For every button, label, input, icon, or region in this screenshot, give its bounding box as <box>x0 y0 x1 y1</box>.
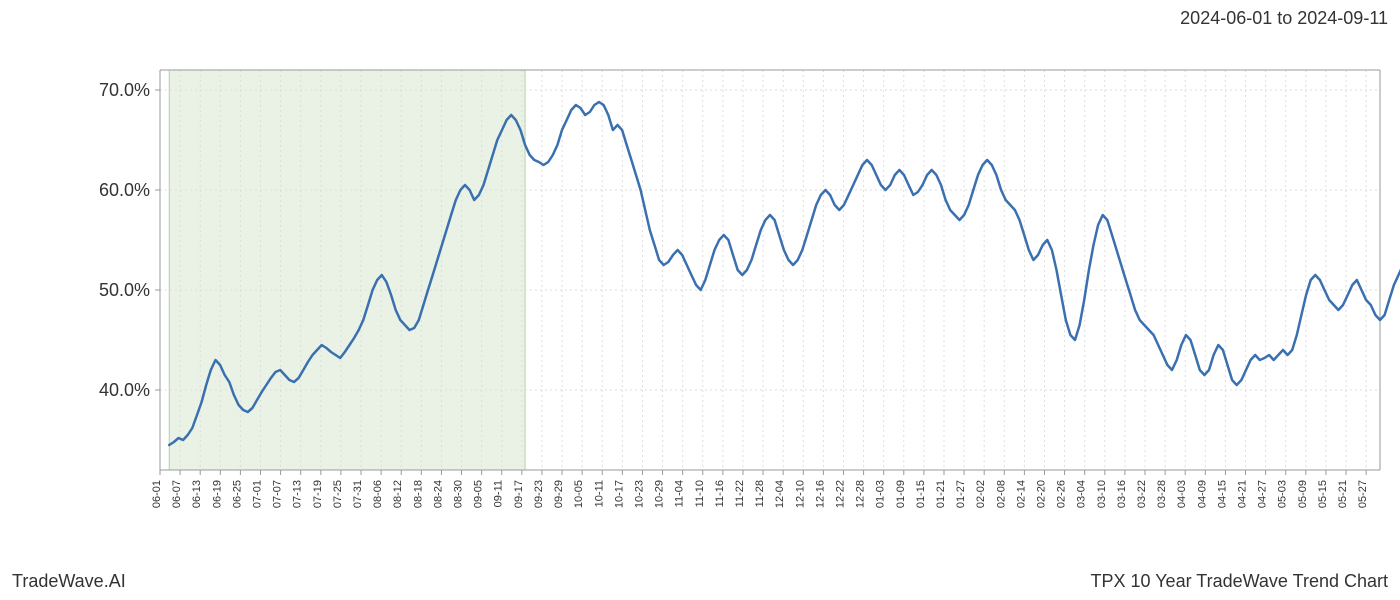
svg-text:09-23: 09-23 <box>533 480 545 508</box>
chart-title: TPX 10 Year TradeWave Trend Chart <box>1091 571 1389 592</box>
svg-text:07-13: 07-13 <box>292 480 304 508</box>
svg-text:02-26: 02-26 <box>1056 480 1068 508</box>
svg-text:70.0%: 70.0% <box>99 80 150 100</box>
svg-text:05-21: 05-21 <box>1337 480 1349 508</box>
svg-text:50.0%: 50.0% <box>99 280 150 300</box>
svg-text:03-16: 03-16 <box>1116 480 1128 508</box>
svg-text:04-15: 04-15 <box>1216 480 1228 508</box>
svg-text:10-05: 10-05 <box>573 480 585 508</box>
svg-text:09-17: 09-17 <box>513 480 525 508</box>
svg-text:08-30: 08-30 <box>453 480 465 508</box>
date-range-label: 2024-06-01 to 2024-09-11 <box>1180 8 1388 29</box>
svg-text:11-16: 11-16 <box>714 480 726 507</box>
svg-text:04-03: 04-03 <box>1176 480 1188 508</box>
svg-text:02-02: 02-02 <box>975 480 987 508</box>
svg-text:08-24: 08-24 <box>432 480 444 508</box>
svg-text:11-22: 11-22 <box>734 480 746 507</box>
svg-text:03-10: 03-10 <box>1096 480 1108 508</box>
svg-text:03-04: 03-04 <box>1076 480 1088 508</box>
svg-text:06-01: 06-01 <box>151 480 163 508</box>
svg-text:12-28: 12-28 <box>855 480 867 508</box>
svg-text:12-16: 12-16 <box>814 480 826 508</box>
svg-text:05-03: 05-03 <box>1277 480 1289 508</box>
svg-text:09-29: 09-29 <box>553 480 565 508</box>
svg-text:05-15: 05-15 <box>1317 480 1329 508</box>
svg-text:02-08: 02-08 <box>995 480 1007 508</box>
svg-text:02-20: 02-20 <box>1036 480 1048 508</box>
svg-text:06-07: 06-07 <box>171 480 183 508</box>
svg-text:10-23: 10-23 <box>633 480 645 508</box>
svg-text:05-27: 05-27 <box>1357 480 1369 508</box>
svg-text:06-25: 06-25 <box>231 480 243 508</box>
svg-text:01-21: 01-21 <box>935 480 947 508</box>
svg-text:01-03: 01-03 <box>875 480 887 508</box>
svg-text:10-17: 10-17 <box>613 480 625 508</box>
svg-text:07-19: 07-19 <box>312 480 324 508</box>
svg-text:08-18: 08-18 <box>412 480 424 508</box>
svg-text:12-10: 12-10 <box>794 480 806 508</box>
svg-text:08-06: 08-06 <box>372 480 384 508</box>
svg-text:06-19: 06-19 <box>211 480 223 508</box>
brand-label: TradeWave.AI <box>12 571 126 592</box>
svg-text:09-05: 09-05 <box>473 480 485 508</box>
svg-text:01-27: 01-27 <box>955 480 967 508</box>
svg-text:11-04: 11-04 <box>674 480 686 507</box>
svg-text:12-22: 12-22 <box>834 480 846 508</box>
svg-text:04-21: 04-21 <box>1237 480 1249 508</box>
svg-text:06-13: 06-13 <box>191 480 203 508</box>
svg-text:03-28: 03-28 <box>1156 480 1168 508</box>
svg-text:01-15: 01-15 <box>915 480 927 508</box>
svg-text:12-04: 12-04 <box>774 480 786 508</box>
svg-text:60.0%: 60.0% <box>99 180 150 200</box>
svg-text:11-10: 11-10 <box>694 480 706 507</box>
svg-text:08-12: 08-12 <box>392 480 404 508</box>
svg-text:10-29: 10-29 <box>654 480 666 508</box>
svg-text:40.0%: 40.0% <box>99 380 150 400</box>
svg-text:03-22: 03-22 <box>1136 480 1148 508</box>
svg-text:07-07: 07-07 <box>272 480 284 508</box>
svg-text:09-11: 09-11 <box>493 480 505 507</box>
svg-text:07-25: 07-25 <box>332 480 344 508</box>
svg-text:05-09: 05-09 <box>1297 480 1309 508</box>
svg-text:10-11: 10-11 <box>593 480 605 507</box>
svg-text:01-09: 01-09 <box>895 480 907 508</box>
svg-text:07-31: 07-31 <box>352 480 364 508</box>
svg-text:04-09: 04-09 <box>1196 480 1208 508</box>
trend-chart: 40.0% 50.0% 60.0% 70.0% 06-01 06-07 06-13 06-19… <box>0 40 1400 540</box>
svg-text:07-01: 07-01 <box>252 480 264 508</box>
svg-text:11-28: 11-28 <box>754 480 766 507</box>
svg-text:04-27: 04-27 <box>1257 480 1269 508</box>
svg-text:02-14: 02-14 <box>1015 480 1027 508</box>
